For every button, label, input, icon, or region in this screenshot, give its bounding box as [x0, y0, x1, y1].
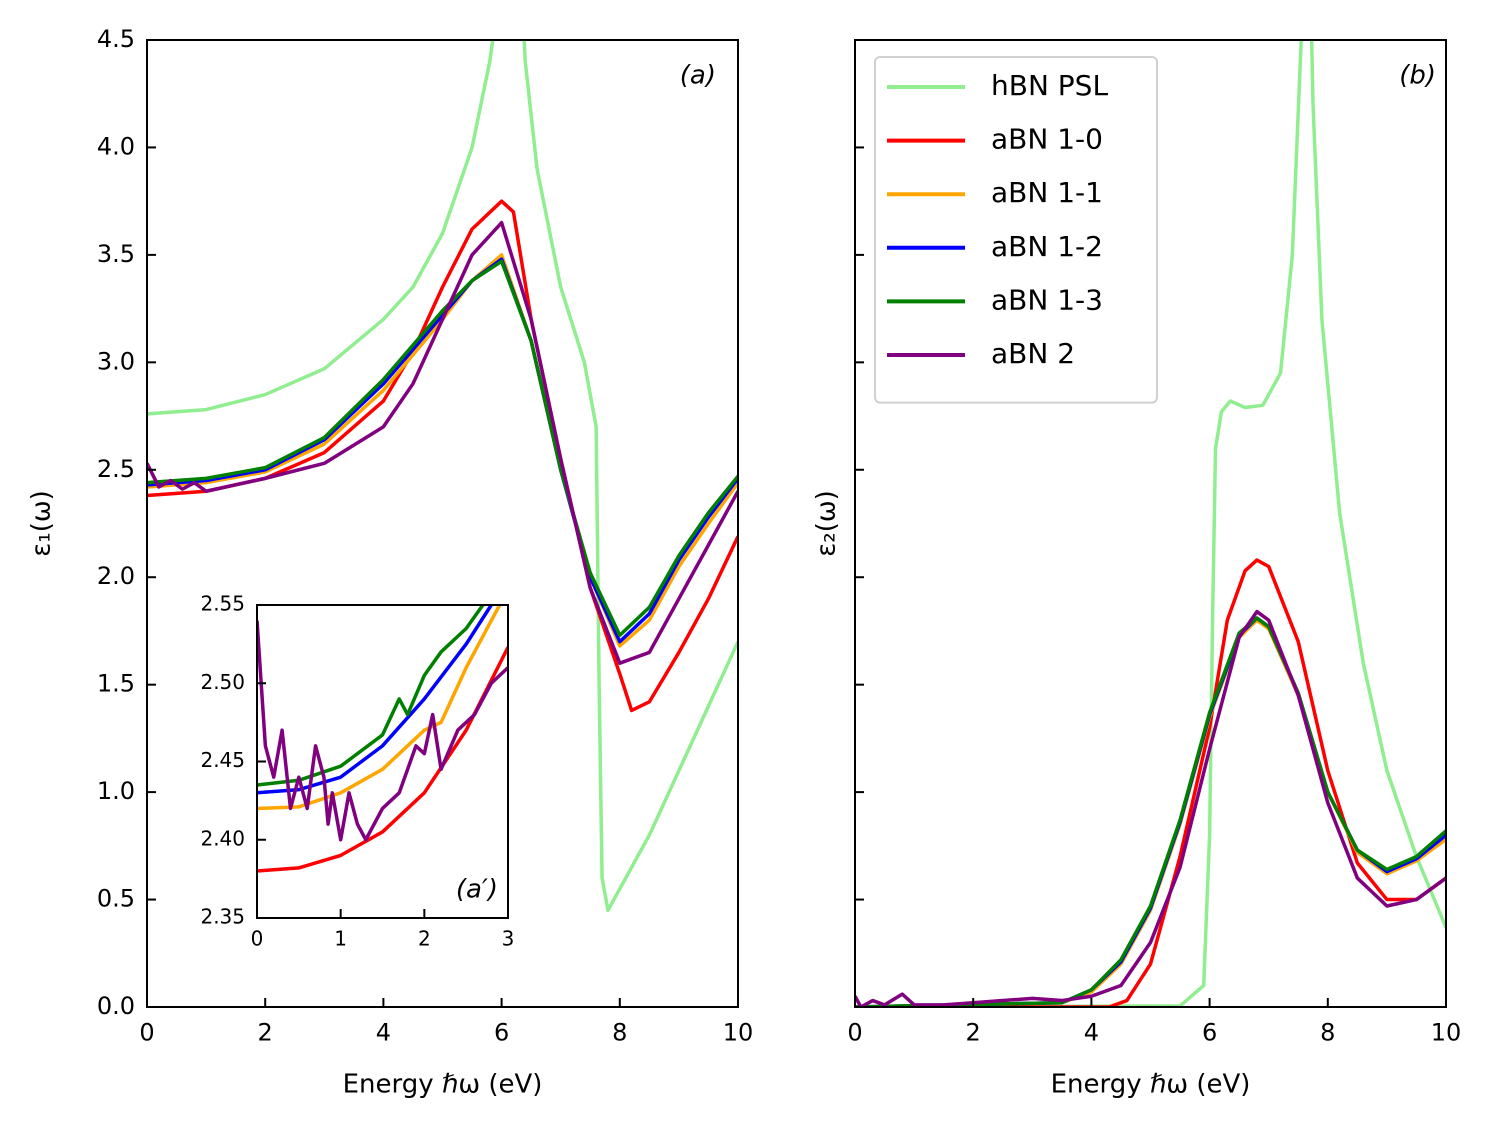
x-tick-label: 8	[612, 1018, 627, 1046]
y-tick-label: 2.35	[200, 905, 245, 929]
legend-label: aBN 1-1	[991, 176, 1103, 209]
y-tick-label: 3.0	[97, 347, 135, 375]
x-tick-label: 1	[334, 927, 347, 951]
y-tick-label: 1.0	[97, 777, 135, 805]
x-tick-label: 10	[723, 1018, 754, 1046]
x-tick-label: 6	[1202, 1018, 1217, 1046]
x-tick-label: 3	[502, 927, 515, 951]
series-line	[257, 605, 485, 787]
series-line	[147, 199, 738, 713]
x-tick-label: 2	[966, 1018, 981, 1046]
y-tick-label: 1.5	[97, 670, 135, 698]
series-line	[855, 40, 1446, 1007]
series-line	[855, 609, 1446, 1007]
x-axis-label: Energy ℏω (eV)	[343, 1070, 543, 1100]
panel-label: (a′)	[456, 875, 498, 905]
legend-label: aBN 1-3	[991, 283, 1103, 316]
inset: 0 1 2 3 2.35 2.40 2.45 2.50 2.55 (a′)	[200, 592, 515, 951]
y-axis-label: ε₂(ω)	[812, 490, 842, 557]
series-line	[257, 646, 508, 873]
x-tick-label: 2	[258, 1018, 273, 1046]
panel-label: (a)	[680, 61, 716, 91]
panel: 0 2 4 6 8 10 Energy ℏω (eV) ε₂(ω) (b) hBN PSL aBN …	[812, 39, 1462, 1100]
panel: 0 2 4 6 8 100.00.51.01.52.02.53.03.54.04.5Ene…	[27, 25, 754, 1100]
y-tick-label: 3.5	[97, 240, 135, 268]
y-tick-label: 0.0	[97, 992, 135, 1020]
y-tick-label: 2.0	[97, 562, 135, 590]
legend-box	[874, 56, 1158, 404]
y-axis-label: ε₁(ω)	[27, 490, 57, 557]
x-tick-label: 2	[418, 927, 431, 951]
y-tick-label: 2.40	[200, 826, 245, 850]
y-tick-label: 4.0	[97, 132, 135, 160]
x-tick-label: 4	[1084, 1018, 1099, 1046]
series-line	[257, 620, 508, 842]
x-tick-label: 0	[251, 927, 264, 951]
series-line	[147, 259, 738, 637]
y-tick-label: 2.55	[200, 592, 245, 616]
x-axis-label: Energy ℏω (eV)	[1051, 1070, 1251, 1100]
y-tick-label: 0.5	[97, 885, 135, 913]
x-tick-label: 10	[1431, 1018, 1462, 1046]
legend-label: aBN 1-2	[991, 230, 1103, 263]
x-tick-label: 6	[494, 1018, 509, 1046]
series-line	[257, 605, 493, 795]
axes-frame	[854, 39, 1447, 1008]
x-tick-label: 4	[376, 1018, 391, 1046]
y-tick-label: 2.50	[200, 670, 245, 694]
y-tick-label: 2.45	[200, 748, 245, 772]
x-tick-label: 8	[1320, 1018, 1335, 1046]
inset-background	[257, 605, 508, 918]
legend-label: aBN 1-0	[991, 123, 1103, 156]
legend-label: aBN 2	[991, 337, 1075, 370]
y-tick-label: 4.5	[97, 25, 135, 53]
series-line	[147, 40, 738, 913]
axes-frame	[146, 39, 739, 1008]
x-tick-label: 0	[139, 1018, 154, 1046]
series-line	[855, 558, 1446, 1007]
series-line	[147, 220, 738, 665]
panel-label: (b)	[1399, 61, 1436, 91]
legend-label: hBN PSL	[991, 69, 1108, 102]
x-tick-label: 0	[847, 1018, 862, 1046]
y-tick-label: 2.5	[97, 455, 135, 483]
